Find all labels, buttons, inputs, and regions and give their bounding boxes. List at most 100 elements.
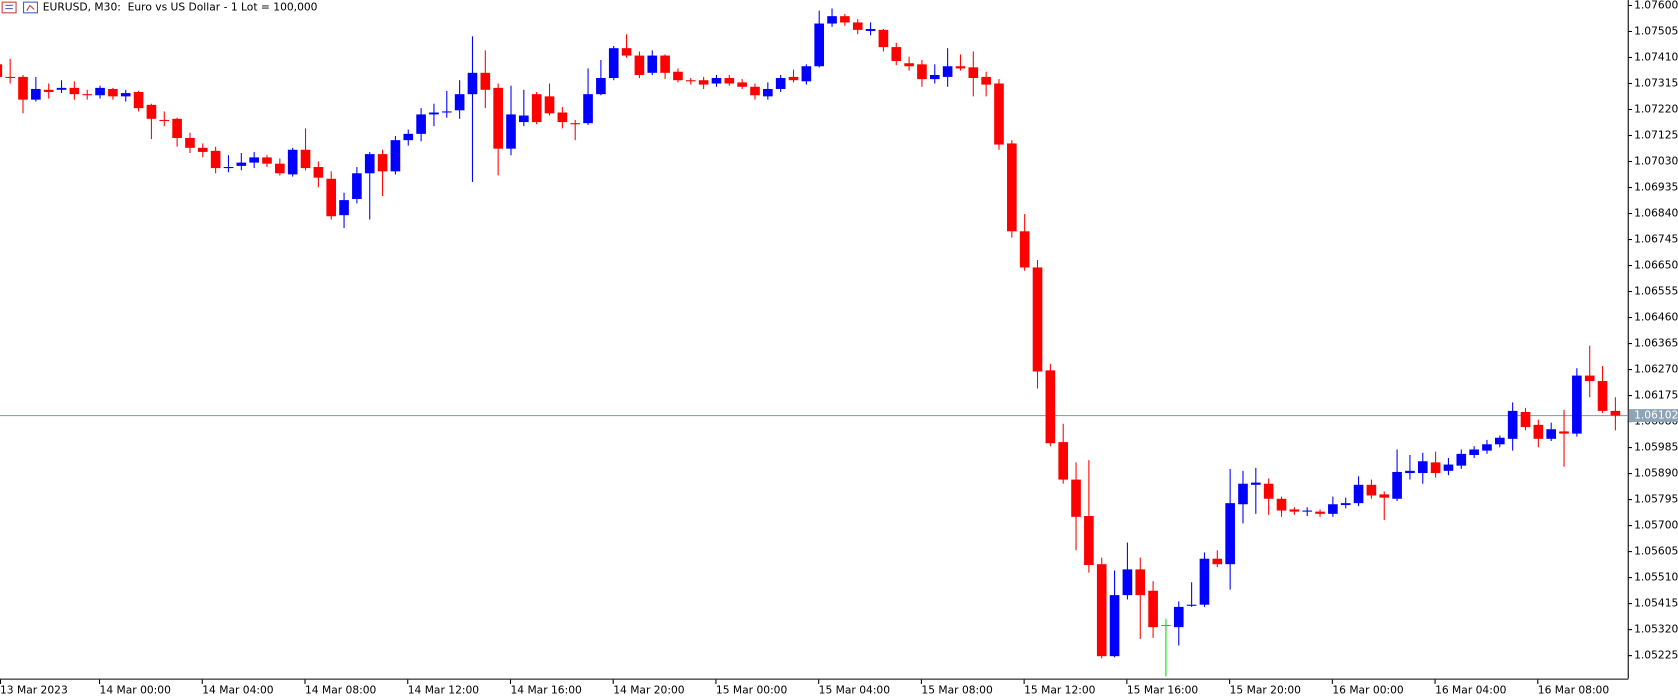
candle-body	[1007, 143, 1017, 232]
candle-body	[82, 94, 93, 96]
candle-body	[1610, 410, 1621, 416]
candle-body	[146, 104, 157, 119]
candle-body	[1443, 464, 1454, 471]
candle-body	[95, 87, 105, 96]
candle-body	[711, 78, 722, 84]
candle-body	[56, 87, 67, 90]
x-tick-label: 16 Mar 04:00	[1435, 683, 1507, 696]
candle-body	[1238, 483, 1248, 505]
candle-body	[249, 157, 259, 163]
candle-body	[1520, 411, 1531, 428]
y-tick-label: 1.05795	[1634, 493, 1678, 506]
y-tick-label: 1.07505	[1634, 24, 1678, 37]
candle-body	[1212, 558, 1223, 565]
candle-body	[133, 91, 144, 109]
y-tick-label: 1.06460	[1634, 311, 1678, 324]
candle-body	[634, 55, 645, 76]
candle-body	[519, 115, 529, 123]
candle-body	[1353, 484, 1364, 504]
candle-body	[673, 71, 683, 81]
y-tick-label: 1.05985	[1634, 441, 1678, 454]
candle-body	[1379, 494, 1390, 498]
candle-body	[326, 178, 337, 217]
candle-body	[660, 55, 670, 73]
x-tick-label: 14 Mar 12:00	[408, 683, 480, 696]
candle-body	[1109, 595, 1120, 657]
candle-body	[904, 63, 914, 67]
candle-body	[120, 93, 131, 97]
candle-body	[416, 114, 426, 134]
candle-body	[159, 119, 170, 121]
y-tick-label: 1.07220	[1634, 102, 1678, 115]
candle-body	[1071, 479, 1081, 517]
candle-body	[31, 88, 41, 100]
candle-body	[557, 112, 568, 123]
x-tick-label: 15 Mar 16:00	[1127, 683, 1199, 696]
candle-body	[1161, 624, 1171, 627]
menu-icon[interactable]	[1, 1, 17, 14]
candle-body	[1597, 381, 1608, 411]
candle-body	[493, 87, 503, 149]
y-tick-label: 1.06365	[1634, 337, 1678, 350]
candle-body	[1302, 510, 1313, 512]
candle-body	[1084, 516, 1094, 566]
candle-body	[1340, 503, 1351, 506]
candle-body	[1225, 503, 1235, 565]
candle-body	[1572, 375, 1582, 434]
candle-body	[544, 96, 555, 114]
candle-body	[1045, 370, 1056, 444]
y-tick-label: 1.07410	[1634, 50, 1678, 63]
candle-body	[390, 140, 401, 172]
candle-body	[1122, 569, 1133, 596]
x-tick-label: 14 Mar 08:00	[305, 683, 377, 696]
candle-body	[352, 173, 362, 200]
candle-body	[878, 29, 889, 48]
candle-body	[1251, 482, 1261, 485]
candle-body	[300, 149, 311, 169]
candle-body	[275, 163, 285, 174]
y-tick-label: 1.05415	[1634, 597, 1678, 610]
x-tick-label: 15 Mar 20:00	[1230, 683, 1302, 696]
x-tick-label: 16 Mar 08:00	[1538, 683, 1610, 696]
y-tick-label: 1.06745	[1634, 233, 1678, 246]
candle-body	[377, 154, 388, 172]
y-tick-label: 1.05890	[1634, 467, 1678, 480]
candle-body	[69, 87, 80, 95]
y-tick-label: 1.07125	[1634, 129, 1678, 142]
candle-body	[1315, 511, 1325, 514]
x-tick-label: 14 Mar 20:00	[613, 683, 685, 696]
candle-body	[223, 166, 234, 169]
candle-body	[185, 137, 195, 148]
candle-body	[1559, 431, 1569, 434]
x-tick-label: 14 Mar 00:00	[100, 683, 172, 696]
candle-body	[788, 76, 799, 81]
y-tick-label: 1.05605	[1634, 545, 1678, 558]
y-tick-label: 1.06270	[1634, 363, 1678, 376]
y-tick-label: 1.06555	[1634, 285, 1678, 298]
x-tick-label: 16 Mar 00:00	[1332, 683, 1404, 696]
candle-body	[1482, 444, 1492, 451]
candle-body	[596, 78, 606, 95]
y-tick-label: 1.05225	[1634, 649, 1678, 662]
icon-line	[26, 5, 31, 11]
candle-body	[480, 72, 491, 90]
candle-body	[506, 114, 516, 149]
candle-body	[43, 89, 54, 92]
candle-body	[236, 162, 247, 166]
candle-body	[287, 149, 298, 175]
chart-icon[interactable]	[23, 1, 38, 14]
y-tick-label: 1.07600	[1634, 0, 1678, 11]
candle-body	[852, 22, 863, 30]
candle-body	[364, 154, 375, 174]
x-tick-label: 13 Mar 2023	[0, 683, 68, 696]
candle-body	[1276, 498, 1287, 511]
candle-body	[339, 200, 349, 216]
candle-body	[454, 94, 465, 111]
candle-body	[775, 78, 786, 89]
candle-body	[698, 80, 709, 85]
candle-body	[929, 75, 940, 80]
candle-body	[814, 23, 825, 67]
candle-body	[441, 111, 452, 113]
candle-body	[750, 86, 760, 96]
